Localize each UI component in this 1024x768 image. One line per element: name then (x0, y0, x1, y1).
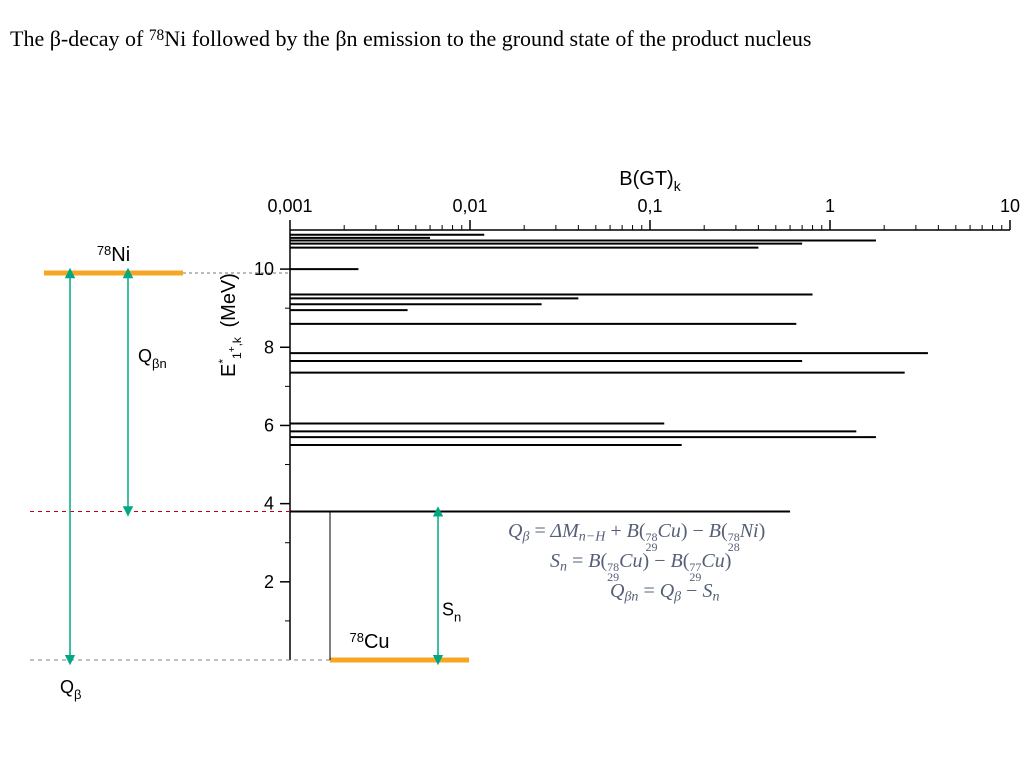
label-qbeta: Qβ (60, 677, 82, 702)
x-axis-title: B(GT)k (619, 168, 681, 194)
svg-text:6: 6 (264, 415, 274, 435)
label-78cu: 78Cu (349, 630, 389, 653)
diagram-svg: 246810E*1+,k (MeV)0,0010,010,1110B(GT)k … (0, 0, 1024, 768)
svg-text:10: 10 (1000, 196, 1020, 216)
svg-text:4: 4 (264, 494, 274, 514)
svg-text:0,1: 0,1 (637, 196, 662, 216)
label-sn: Sn (442, 600, 461, 625)
formula-qbn: Qβn = Qβ − Sn (610, 580, 719, 606)
formula-sn: Sn = B(7829Cu) − B(7729Cu) (550, 550, 731, 583)
svg-text:2: 2 (264, 572, 274, 592)
svg-text:10: 10 (254, 259, 274, 279)
svg-text:0,001: 0,001 (267, 196, 312, 216)
label-qbetan: Qβn (138, 346, 167, 371)
svg-text:8: 8 (264, 337, 274, 357)
label-78ni: 78Ni (97, 243, 130, 266)
svg-text:0,01: 0,01 (452, 196, 487, 216)
formula-qbeta: Qβ = ΔMn−H + B(7829Cu) − B(7828Ni) (508, 520, 765, 553)
y-axis-title: E*1+,k (MeV) (216, 273, 244, 377)
svg-text:1: 1 (825, 196, 835, 216)
